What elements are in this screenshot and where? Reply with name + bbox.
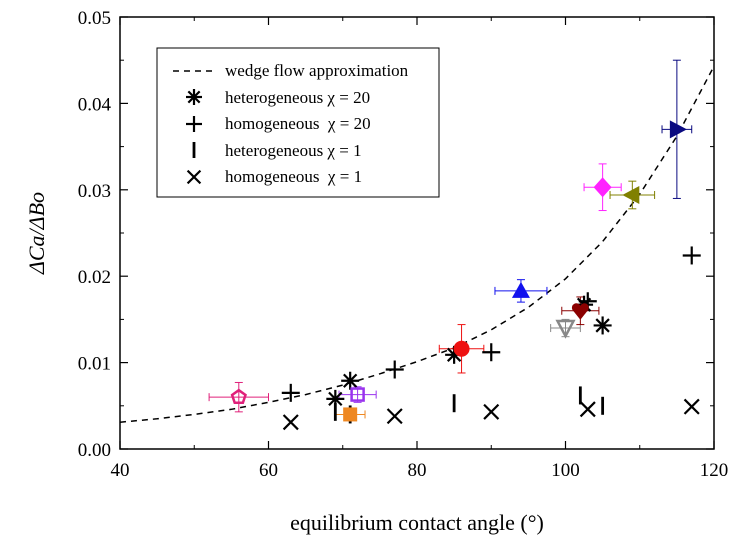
data-point-x [683,398,700,415]
x-tick-label: 80 [408,460,427,481]
experimental-point-triangle-up-filled [511,281,530,298]
y-tick-label: 0.02 [78,267,111,288]
x-axis-title: equilibrium contact angle (°) [290,510,544,535]
experimental-point-diamond-filled [593,177,612,198]
tick-labels: 40 60 80 100 120 0.00 0.01 0.02 0.03 0.04 0.05 [78,8,729,481]
axis-ticks [119,16,715,450]
x-tick-label: 40 [111,460,130,481]
experimental-point-pentagon-open [230,388,247,405]
experimental-point-circle-filled [453,340,470,357]
wedge-flow-curve [120,65,714,423]
legend-box [156,47,440,198]
legend-label-4: homogeneous χ = 1 [225,167,362,186]
data-point-plus [281,383,300,402]
legend: wedge flow approximation heterogeneous χ… [156,47,440,198]
legend-symbol-plus [186,116,202,132]
legend-label-2: homogeneous χ = 20 [225,114,371,133]
marker-layer [230,120,701,431]
data-point-plus [682,246,701,265]
data-point-x [386,408,403,425]
data-point-asterisk [593,316,612,335]
y-tick-label: 0.01 [78,354,111,375]
experimental-point-square-filled [343,407,358,422]
legend-label-0: wedge flow approximation [225,61,409,80]
legend-symbol-asterisk [186,89,202,105]
x-tick-label: 120 [700,460,729,481]
experimental-point-triangle-down-open [555,319,576,339]
legend-symbols [173,70,213,185]
legend-label-3: heterogeneous χ = 1 [225,141,362,160]
experimental-point-triangle-left-filled [622,185,640,204]
y-tick-label: 0.04 [78,94,112,115]
curve-layer [120,65,714,423]
x-tick-label: 100 [551,460,580,481]
y-tick-label: 0.05 [78,8,111,29]
data-point-plus [385,360,404,379]
data-point-x [579,401,596,418]
legend-symbol-x [186,169,202,185]
y-tick-label: 0.03 [78,181,111,202]
data-point-x [483,403,500,420]
x-tick-label: 60 [259,460,278,481]
error-bar [208,381,269,413]
y-tick-label: 0.00 [78,440,111,461]
experimental-point-triangle-right-filled [669,120,687,139]
data-point-asterisk [341,371,360,390]
data-point-asterisk [445,345,464,364]
legend-label-1: heterogeneous χ = 20 [225,88,370,107]
experimental-point-heart-filled [571,303,589,320]
y-axis-title: ΔCa/ΔBo [24,192,49,275]
data-point-plus [482,343,501,362]
data-point-x [282,414,299,431]
experimental-point-square-open [350,387,365,402]
